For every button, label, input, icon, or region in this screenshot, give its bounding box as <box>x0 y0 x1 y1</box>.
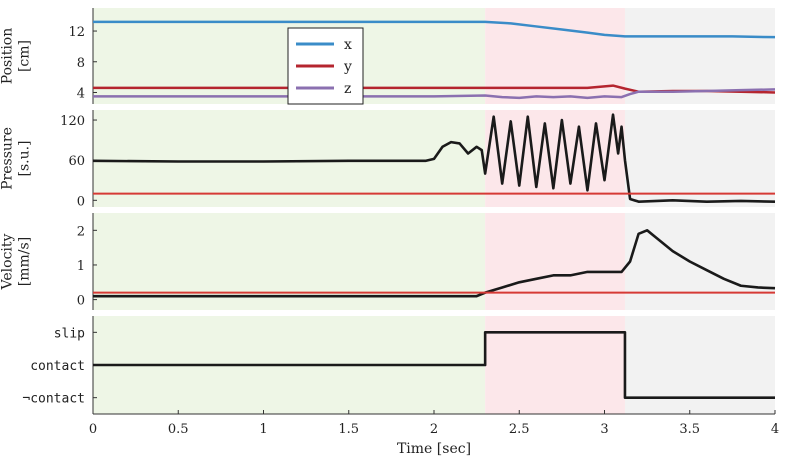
panel-velocity: 0 1 2 Velocity [mm/s] <box>0 213 776 310</box>
y-tick-label: 0 <box>77 294 85 309</box>
phase-slip-background <box>485 213 625 310</box>
legend: xyz <box>287 27 364 105</box>
x-axis-label: Time [sec] <box>397 441 471 457</box>
series-pressure-line <box>92 113 776 203</box>
y-tick-label: ¬contact <box>22 392 85 407</box>
y-tick-label: 60 <box>68 154 85 169</box>
y-axis-label: Pressure <box>0 127 16 190</box>
panel-position: 4 8 12 Position [cm] xyz <box>0 8 776 105</box>
x-tick-label: 1.5 <box>338 422 359 437</box>
x-tick-label: 0.5 <box>168 422 189 437</box>
phase-no-contact-background <box>624 110 775 207</box>
legend-label-z: z <box>344 81 351 97</box>
phase-no-contact-background <box>624 316 775 414</box>
legend-label-x: x <box>344 37 352 53</box>
phase-contact-background <box>93 110 486 207</box>
y-axis-label: Position <box>0 28 16 85</box>
y-axis-label: Velocity <box>0 233 16 290</box>
y-tick-label: 1 <box>77 259 85 274</box>
x-tick-label: 1 <box>259 422 267 437</box>
panel-pressure: 0 60 120 Pressure [s.u.] <box>0 110 776 209</box>
series-x-line <box>93 20 776 39</box>
y-tick-label: slip <box>54 326 85 341</box>
y-axis-label: [s.u.] <box>17 140 33 176</box>
phase-contact-background <box>93 213 486 310</box>
panel-state: ¬contact contact slip <box>22 316 775 414</box>
y-tick-label: 4 <box>77 86 85 101</box>
x-tick-label: 0 <box>89 422 97 437</box>
y-axis-label: [mm/s] <box>17 237 33 286</box>
phase-slip-background <box>485 316 625 414</box>
x-tick-label: 3 <box>600 422 608 437</box>
x-axis: 0 0.5 1 1.5 2 2.5 3 3.5 4 <box>89 410 779 437</box>
series-state-line <box>93 331 775 399</box>
y-tick-label: 120 <box>60 114 85 129</box>
y-axis-label: [cm] <box>17 40 33 72</box>
x-tick-label: 4 <box>771 422 779 437</box>
phase-no-contact-background <box>624 213 775 310</box>
series-velocity-line <box>93 229 776 298</box>
y-tick-label: contact <box>30 359 85 374</box>
x-tick-label: 2 <box>430 422 438 437</box>
y-tick-label: 0 <box>77 194 85 209</box>
y-tick-label: 12 <box>68 25 85 40</box>
y-tick-label: 8 <box>77 56 85 71</box>
x-tick-label: 2.5 <box>509 422 530 437</box>
x-tick-label: 3.5 <box>679 422 700 437</box>
phase-no-contact-background <box>624 8 775 104</box>
y-tick-label: 2 <box>77 224 85 239</box>
legend-label-y: y <box>343 59 352 75</box>
